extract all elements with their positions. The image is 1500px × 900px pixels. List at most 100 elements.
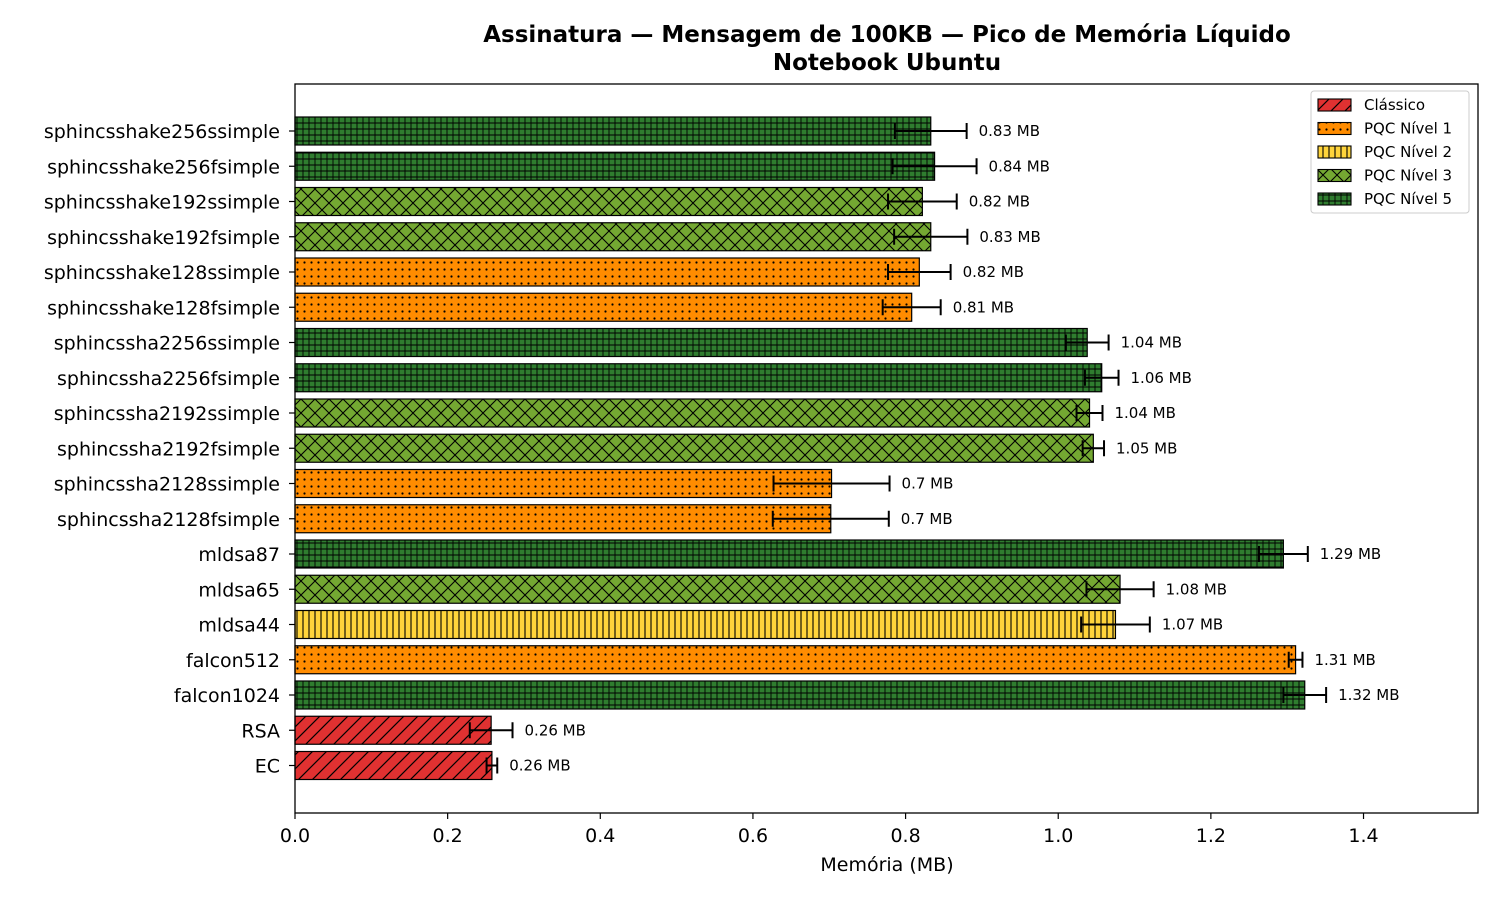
- data-label-EC: 0.26 MB: [509, 757, 570, 775]
- y-tick-label-sphincsshake192fsimple: sphincsshake192fsimple: [47, 227, 280, 249]
- y-tick-label-mldsa87: mldsa87: [198, 544, 280, 566]
- legend: Clássico PQC Nível 1 PQC Nível 2 PQC Nível …: [1310, 90, 1470, 214]
- data-label-falcon512: 1.31 MB: [1314, 651, 1375, 669]
- legend-label: PQC Nível 5: [1364, 190, 1452, 208]
- y-tick-label-sphincssha2128fsimple: sphincssha2128fsimple: [57, 509, 280, 531]
- error-bar-falcon512: [1287, 651, 1304, 668]
- y-tick-label-sphincssha2128ssimple: sphincssha2128ssimple: [54, 474, 280, 496]
- error-bar-sphincsshake128ssimple: [887, 264, 952, 280]
- y-tick-label-sphincsshake192ssimple: sphincsshake192ssimple: [44, 192, 280, 214]
- legend-swatch: [1317, 98, 1352, 112]
- error-bar-sphincssha2256ssimple: [1064, 334, 1110, 351]
- x-axis: 0.0 0.2 0.4 0.6 0.8 1.0 1.2 1.4: [280, 813, 1379, 847]
- y-tick-label-falcon1024: falcon1024: [174, 685, 280, 707]
- legend-swatch: [1317, 121, 1352, 136]
- bar-sphincssha2256fsimple: [294, 363, 1103, 393]
- data-label-sphincssha2256fsimple: 1.06 MB: [1131, 369, 1192, 387]
- legend-item-n2: PQC Nível 2: [1317, 143, 1452, 161]
- data-label-sphincssha2192ssimple: 1.04 MB: [1114, 404, 1175, 422]
- error-bars-layer: [468, 123, 1328, 774]
- data-label-sphincsshake192fsimple: 0.83 MB: [979, 228, 1040, 246]
- error-bar-sphincsshake128fsimple: [881, 299, 942, 316]
- bar-RSA: [294, 715, 492, 745]
- x-tick-label: 0.6: [738, 825, 768, 847]
- y-tick-label-sphincsshake128ssimple: sphincsshake128ssimple: [44, 262, 280, 284]
- data-label-sphincsshake128ssimple: 0.82 MB: [963, 263, 1024, 281]
- error-bar-EC: [485, 757, 499, 774]
- bar-sphincssha2128ssimple: [294, 468, 833, 499]
- data-label-sphincsshake192ssimple: 0.82 MB: [969, 193, 1030, 211]
- data-labels-layer: 0.83 MB 0.84 MB 0.82 MB 0.83 MB 0.82 MB 0.81 …: [509, 122, 1399, 775]
- x-tick-label: 0.8: [890, 825, 920, 847]
- data-label-sphincssha2256ssimple: 1.04 MB: [1121, 334, 1182, 352]
- bar-mldsa44: [294, 609, 1117, 640]
- error-bar-sphincssha2192ssimple: [1075, 405, 1104, 421]
- y-tick-label-sphincsshake128fsimple: sphincsshake128fsimple: [47, 297, 280, 319]
- error-bar-mldsa65: [1085, 581, 1155, 598]
- error-bar-sphincsshake256ssimple: [893, 123, 968, 139]
- error-bar-mldsa44: [1080, 616, 1151, 633]
- legend-label: PQC Nível 1: [1364, 120, 1452, 138]
- bar-sphincsshake256ssimple: [294, 116, 932, 146]
- legend-item-n1: PQC Nível 1: [1317, 120, 1452, 138]
- data-label-mldsa44: 1.07 MB: [1162, 616, 1223, 634]
- data-label-sphincssha2192fsimple: 1.05 MB: [1116, 439, 1177, 457]
- error-bar-falcon1024: [1282, 687, 1328, 703]
- data-label-RSA: 0.26 MB: [525, 721, 586, 739]
- data-label-sphincsshake256fsimple: 0.84 MB: [989, 157, 1050, 175]
- data-label-sphincssha2128ssimple: 0.7 MB: [902, 475, 954, 493]
- x-tick-label: 1.2: [1196, 825, 1226, 847]
- bar-sphincssha2192fsimple: [294, 433, 1094, 463]
- chart-title: Assinatura — Mensagem de 100KB — Pico de…: [483, 22, 1291, 48]
- bar-falcon1024: [294, 680, 1306, 710]
- x-tick-label: 0.4: [585, 825, 615, 847]
- bar-falcon512: [294, 645, 1297, 675]
- legend-item-classico: Clássico: [1317, 96, 1425, 114]
- x-tick-label: 0.0: [280, 825, 310, 847]
- error-bar-sphincssha2256fsimple: [1083, 369, 1120, 386]
- data-label-sphincsshake128fsimple: 0.81 MB: [953, 298, 1014, 316]
- legend-swatch: [1317, 145, 1352, 159]
- bar-sphincsshake128fsimple: [294, 292, 913, 322]
- error-bar-sphincsshake256fsimple: [891, 158, 978, 175]
- legend-item-n3: PQC Nível 3: [1317, 167, 1452, 185]
- bar-mldsa87: [294, 539, 1284, 569]
- y-tick-label-sphincsshake256fsimple: sphincsshake256fsimple: [47, 156, 280, 178]
- y-tick-label-mldsa44: mldsa44: [198, 615, 280, 637]
- legend-label: PQC Nível 3: [1364, 167, 1452, 185]
- legend-label: Clássico: [1364, 96, 1425, 114]
- bar-EC: [294, 750, 493, 781]
- y-tick-label-EC: EC: [255, 756, 280, 778]
- bar-sphincssha2128fsimple: [294, 504, 832, 534]
- x-tick-label: 1.4: [1348, 825, 1378, 847]
- bars-layer: [294, 116, 1306, 781]
- x-axis-title: Memória (MB): [820, 854, 953, 876]
- data-label-sphincssha2128fsimple: 0.7 MB: [901, 510, 953, 528]
- y-tick-label-sphincssha2192fsimple: sphincssha2192fsimple: [57, 438, 280, 460]
- data-label-sphincsshake256ssimple: 0.83 MB: [979, 122, 1040, 140]
- bar-sphincsshake192fsimple: [294, 222, 932, 252]
- bar-sphincsshake192ssimple: [294, 186, 923, 217]
- bar-sphincssha2256ssimple: [294, 327, 1088, 358]
- y-tick-label-falcon512: falcon512: [186, 650, 280, 672]
- legend-item-n5: PQC Nível 5: [1317, 190, 1452, 208]
- legend-swatch: [1317, 192, 1352, 206]
- x-tick-label: 1.0: [1043, 825, 1073, 847]
- y-tick-label-sphincsshake256ssimple: sphincsshake256ssimple: [44, 121, 280, 143]
- y-tick-label-mldsa65: mldsa65: [198, 579, 280, 601]
- x-tick-label: 0.2: [433, 825, 463, 847]
- error-bar-sphincsshake192ssimple: [887, 193, 958, 210]
- bar-sphincsshake256fsimple: [294, 151, 936, 181]
- data-label-falcon1024: 1.32 MB: [1338, 686, 1399, 704]
- error-bar-sphincssha2192fsimple: [1081, 440, 1106, 457]
- error-bar-sphincssha2128ssimple: [772, 475, 891, 492]
- legend-label: PQC Nível 2: [1364, 143, 1452, 161]
- y-tick-label-sphincssha2256ssimple: sphincssha2256ssimple: [54, 333, 280, 355]
- data-label-mldsa87: 1.29 MB: [1320, 545, 1381, 563]
- bar-sphincsshake128ssimple: [294, 257, 920, 287]
- data-label-mldsa65: 1.08 MB: [1166, 580, 1227, 598]
- error-bar-RSA: [468, 722, 514, 739]
- chart-subtitle: Notebook Ubuntu: [773, 50, 1001, 76]
